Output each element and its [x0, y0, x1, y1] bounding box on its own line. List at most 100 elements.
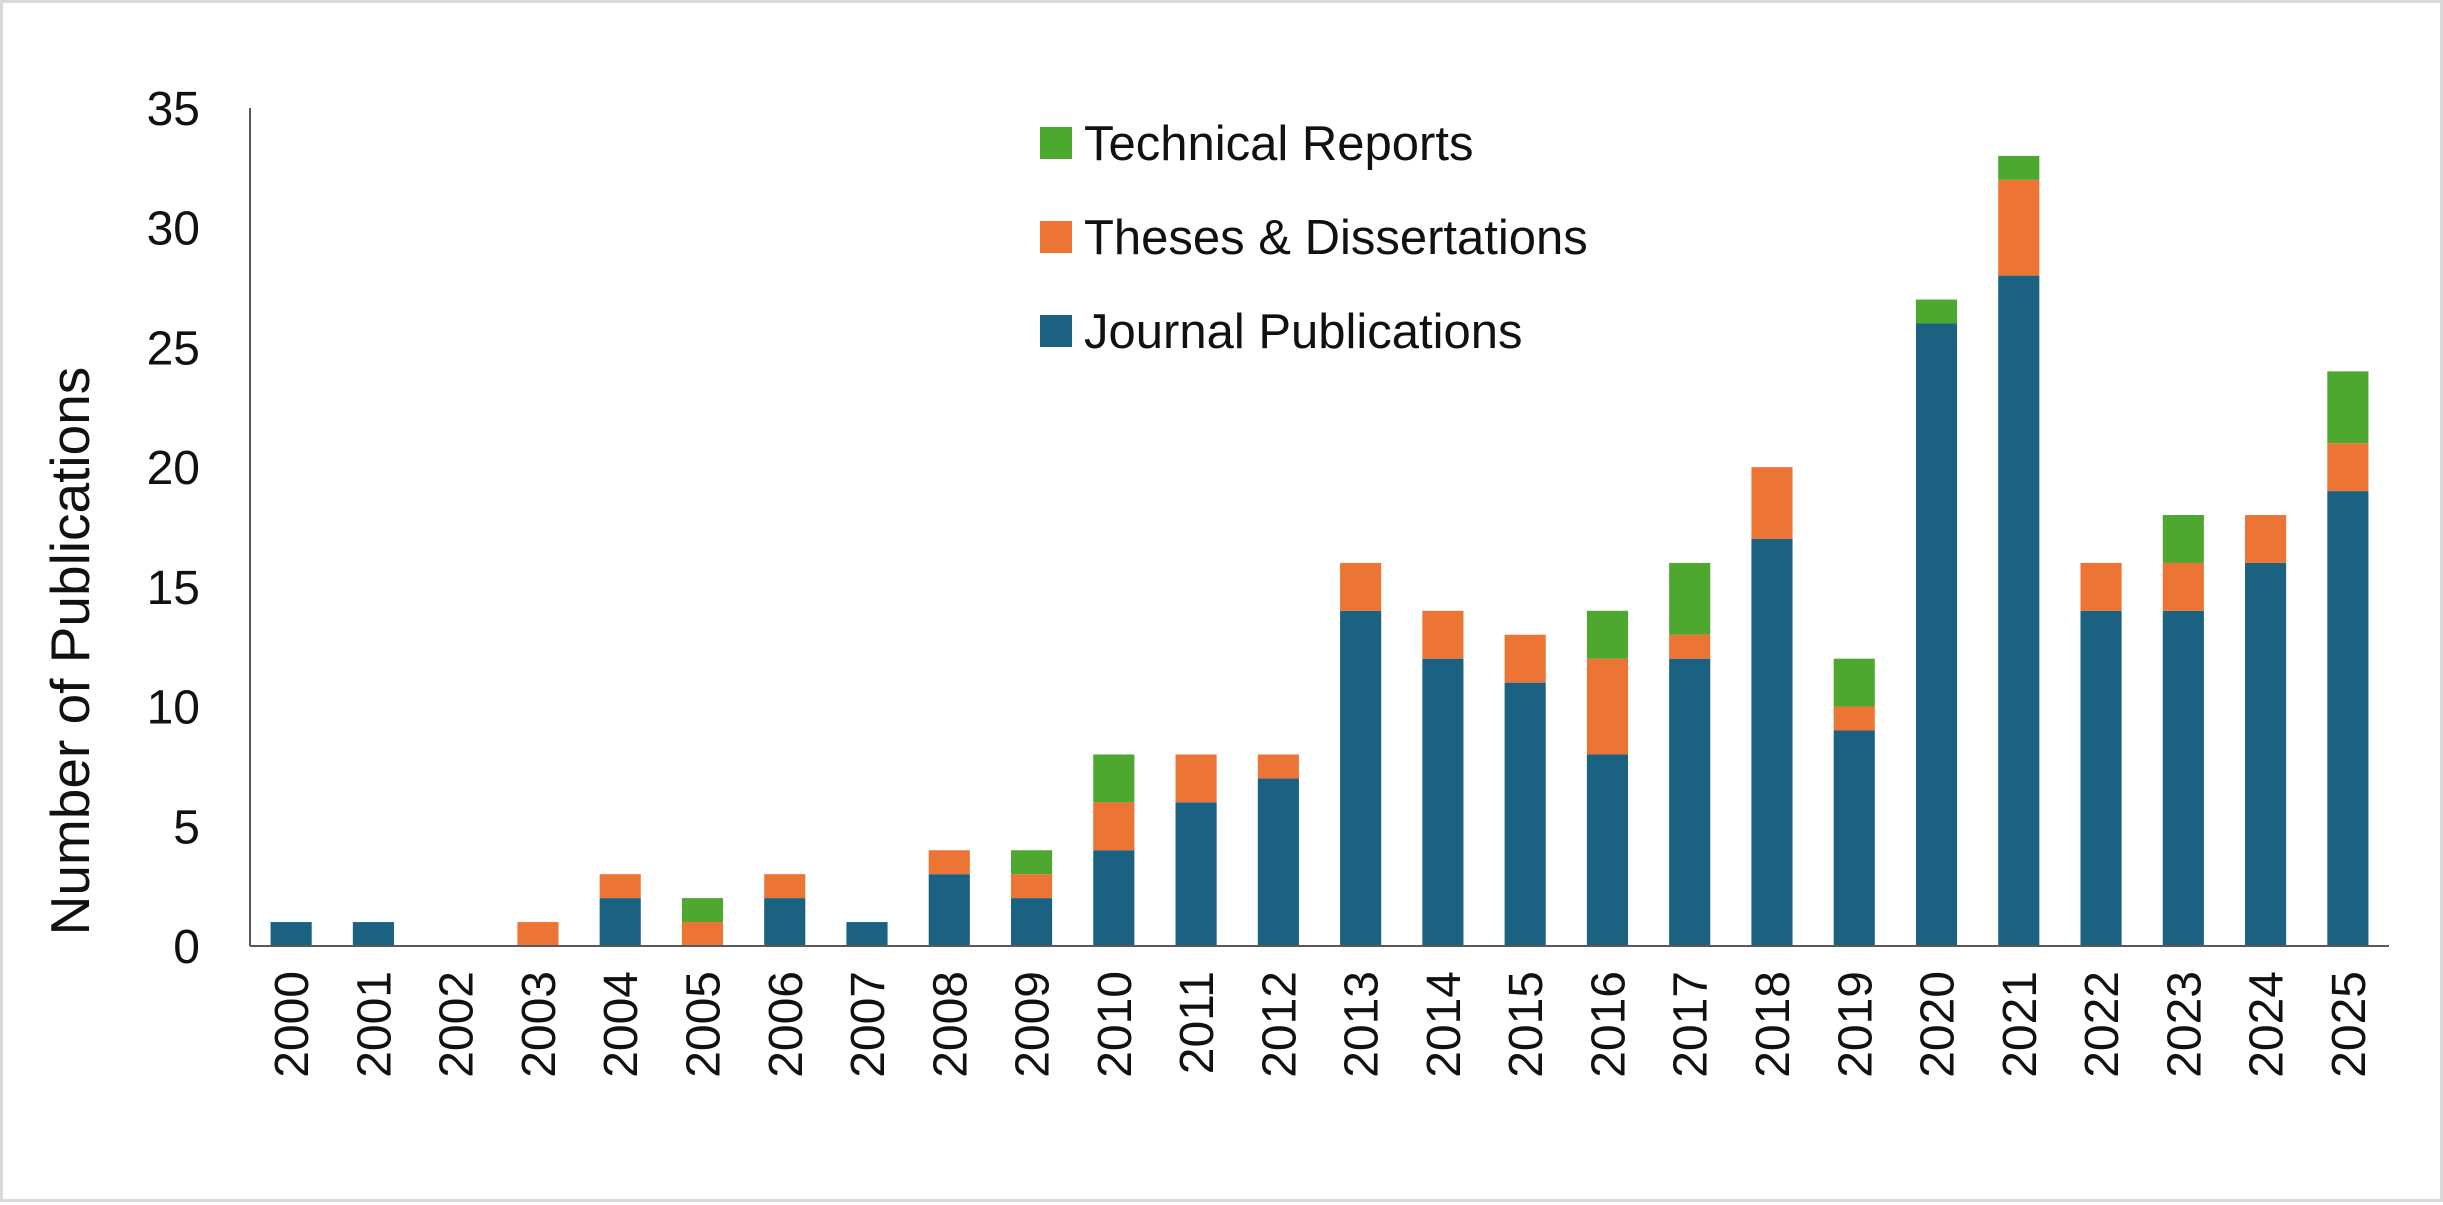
bar-journal-publications-2008 — [928, 874, 970, 946]
bar-theses-and-dissertations-2025 — [2327, 443, 2369, 492]
x-tick-label: 2021 — [1994, 971, 2047, 1078]
bar-journal-publications-2009 — [1010, 898, 1053, 946]
x-tick-label: 2000 — [266, 971, 319, 1078]
bar-theses-and-dissertations-2010 — [1093, 802, 1135, 851]
bar-journal-publications-2013 — [1340, 610, 1382, 946]
bar-technical-reports-2021 — [1998, 155, 2040, 180]
x-tick-label: 2023 — [2158, 971, 2211, 1078]
legend-label-technical-reports: Technical Reports — [1084, 117, 1473, 171]
y-tick-label: 10 — [147, 682, 200, 735]
legend-swatch-journal-publications — [1040, 315, 1072, 347]
y-axis-title: Number of Publications — [39, 367, 101, 936]
bar-theses-and-dissertations-2017 — [1669, 634, 1711, 659]
x-tick-label: 2013 — [1336, 971, 1389, 1078]
bar-journal-publications-2025 — [2327, 491, 2369, 946]
bar-journal-publications-2017 — [1669, 658, 1711, 946]
x-tick-label: 2010 — [1089, 971, 1142, 1078]
bar-journal-publications-2024 — [2245, 562, 2287, 946]
bar-theses-and-dissertations-2021 — [1998, 179, 2040, 276]
bar-journal-publications-2011 — [1175, 802, 1217, 946]
bar-journal-publications-2006 — [764, 898, 806, 946]
bar-theses-and-dissertations-2023 — [2162, 562, 2204, 611]
x-tick-label: 2012 — [1253, 971, 1306, 1078]
bar-journal-publications-2007 — [846, 922, 888, 946]
x-tick-label: 2020 — [1912, 971, 1965, 1078]
x-tick-label: 2024 — [2241, 971, 2294, 1078]
bar-journal-publications-2019 — [1833, 730, 1875, 946]
bar-journal-publications-2023 — [2162, 610, 2204, 946]
x-tick-label: 2015 — [1500, 971, 1553, 1078]
x-tick-label: 2007 — [842, 971, 895, 1078]
bar-theses-and-dissertations-2008 — [928, 850, 970, 875]
legend-swatch-technical-reports — [1040, 127, 1072, 159]
y-tick-label: 20 — [147, 442, 200, 495]
x-tick-label: 2002 — [431, 971, 484, 1078]
bar-theses-and-dissertations-2005 — [681, 922, 724, 946]
x-tick-label: 2014 — [1418, 971, 1471, 1078]
x-tick-label: 2016 — [1582, 971, 1635, 1078]
bar-theses-and-dissertations-2024 — [2245, 515, 2287, 563]
bar-theses-and-dissertations-2011 — [1175, 754, 1217, 803]
bar-theses-and-dissertations-2003 — [517, 922, 559, 946]
bar-theses-and-dissertations-2022 — [2080, 562, 2122, 611]
x-tick-label: 2009 — [1007, 971, 1060, 1078]
legend-label-journal-publications: Journal Publications — [1084, 305, 1523, 359]
bar-theses-and-dissertations-2014 — [1422, 610, 1464, 659]
bar-journal-publications-2012 — [1257, 778, 1299, 946]
bar-theses-and-dissertations-2009 — [1010, 874, 1053, 899]
x-tick-label: 2011 — [1171, 971, 1224, 1074]
bar-theses-and-dissertations-2013 — [1340, 562, 1382, 611]
x-tick-label: 2004 — [595, 971, 648, 1078]
x-tick-label: 2019 — [1829, 971, 1882, 1078]
bar-journal-publications-2018 — [1751, 538, 1793, 946]
bar-theses-and-dissertations-2004 — [599, 874, 641, 899]
bar-technical-reports-2016 — [1586, 610, 1629, 659]
bar-journal-publications-2016 — [1586, 754, 1629, 946]
y-tick-label: 5 — [173, 801, 200, 854]
bar-journal-publications-2014 — [1422, 658, 1464, 946]
y-tick-label: 35 — [147, 83, 200, 136]
bar-technical-reports-2010 — [1093, 754, 1135, 803]
legend-swatch-theses-and-dissertations — [1040, 221, 1072, 253]
bar-technical-reports-2017 — [1669, 562, 1711, 635]
x-tick-label: 2025 — [2323, 971, 2376, 1078]
bar-journal-publications-2004 — [599, 898, 641, 946]
bar-journal-publications-2020 — [1915, 323, 1958, 946]
x-tick-label: 2022 — [2076, 971, 2129, 1078]
x-tick-label: 2018 — [1747, 971, 1800, 1078]
y-tick-label: 15 — [147, 562, 200, 615]
bar-theses-and-dissertations-2015 — [1504, 634, 1546, 683]
x-tick-label: 2001 — [348, 971, 401, 1078]
legend-label-theses-and-dissertations: Theses & Dissertations — [1084, 211, 1588, 265]
axes-layer — [249, 108, 2389, 947]
bar-journal-publications-2010 — [1093, 850, 1135, 946]
bar-technical-reports-2005 — [681, 898, 724, 923]
bar-journal-publications-2015 — [1504, 682, 1546, 946]
bar-journal-publications-2021 — [1998, 275, 2040, 947]
bar-technical-reports-2009 — [1010, 850, 1053, 875]
bar-technical-reports-2025 — [2327, 371, 2369, 444]
y-tick-label: 30 — [147, 203, 200, 256]
bar-theses-and-dissertations-2016 — [1586, 658, 1629, 755]
bar-theses-and-dissertations-2018 — [1751, 467, 1793, 539]
bar-journal-publications-2001 — [352, 922, 394, 946]
bar-technical-reports-2020 — [1915, 299, 1958, 324]
legend: Technical Reports Theses & Dissertations J… — [1040, 117, 1588, 359]
x-tick-label: 2006 — [760, 971, 813, 1078]
bar-journal-publications-2000 — [270, 922, 312, 946]
y-tick-label: 25 — [147, 322, 200, 375]
bar-theses-and-dissertations-2006 — [764, 874, 806, 899]
bar-theses-and-dissertations-2019 — [1833, 706, 1875, 731]
bar-journal-publications-2022 — [2080, 610, 2122, 946]
bar-technical-reports-2023 — [2162, 515, 2204, 563]
x-tick-label: 2017 — [1665, 971, 1718, 1078]
bars-layer — [270, 155, 2369, 947]
x-tick-label: 2005 — [677, 971, 730, 1078]
bar-technical-reports-2019 — [1833, 658, 1875, 707]
bar-theses-and-dissertations-2012 — [1257, 754, 1299, 779]
x-tick-label: 2008 — [924, 971, 977, 1078]
y-tick-label: 0 — [173, 921, 200, 974]
